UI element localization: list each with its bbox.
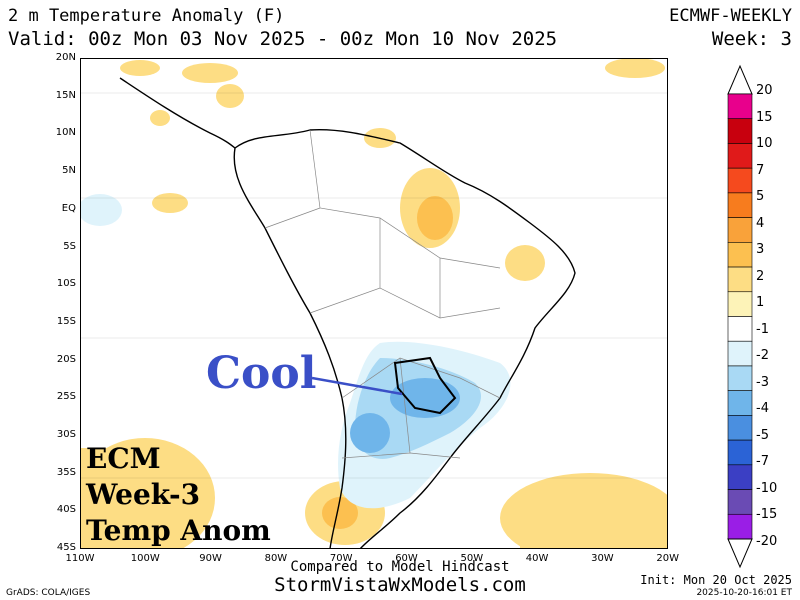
lon-label: 80W [264, 553, 288, 564]
colorbar-swatch [727, 291, 753, 317]
colorbar-label: 20 [756, 83, 773, 98]
site-name: StormVistaWxModels.com [274, 574, 526, 596]
colorbar-swatch [727, 266, 753, 293]
init-time: Init: Mon 20 Oct 2025 [640, 573, 792, 587]
colorbar-swatch [727, 489, 753, 515]
colorbar-swatch [727, 340, 753, 367]
lat-label: EQ [61, 202, 76, 214]
lon-label: 90W [199, 553, 222, 564]
colorbar-swatch [727, 316, 753, 342]
colorbar-label: -2 [756, 348, 769, 363]
grads-credit: GrADS: COLA/IGES [6, 588, 91, 598]
colorbar-label: 7 [756, 162, 765, 178]
colorbar-label: 15 [756, 109, 773, 125]
colorbar-label: 1 [756, 295, 765, 310]
colorbar-swatch [727, 242, 753, 268]
colorbar-swatch [727, 464, 753, 490]
overlay-line-2: Week-3 [86, 478, 201, 511]
grid-lines [80, 92, 668, 479]
lon-label: 20W [656, 553, 679, 564]
lon-label: 50W [460, 553, 484, 564]
colorbar-label: 10 [756, 136, 773, 151]
lat-label: 45S [56, 542, 76, 554]
lon-label: 70W [329, 553, 353, 564]
colorbar-swatch [727, 118, 753, 144]
overlay-line-3: Temp Anom [86, 514, 271, 547]
lat-label: 25S [56, 391, 76, 403]
lat-label: 15S [56, 315, 76, 327]
coastline [119, 77, 576, 549]
colorbar-swatch [727, 93, 753, 120]
colorbar-label: -3 [756, 374, 769, 390]
lat-label: 35S [56, 466, 76, 478]
lat-label: 10S [56, 278, 76, 290]
colorbar-swatch [727, 365, 753, 391]
lat-label: 5N [62, 165, 76, 177]
colorbar-swatch [727, 439, 753, 466]
colorbar-label: -4 [756, 401, 769, 416]
lat-label: 30S [56, 429, 76, 440]
colorbar-swatch [727, 167, 753, 194]
colorbar-swatch [727, 143, 753, 169]
cool-callout-label: Cool [206, 348, 317, 399]
temperature-anomaly-map [80, 58, 668, 549]
lat-label: 15N [55, 89, 76, 101]
warm-anomaly-areas [80, 58, 668, 549]
colorbar-label: -20 [756, 533, 778, 549]
lat-label: 10N [55, 127, 76, 139]
lat-label: 40S [56, 504, 76, 516]
cool-callout-arrow [311, 376, 403, 396]
valid-period: Valid: 00z Mon 03 Nov 2025 - 00z Mon 10 … [8, 28, 558, 50]
paraguay-outline [393, 356, 457, 415]
model-name: ECMWF-WEEKLY [669, 6, 792, 26]
colorbar-label: 5 [756, 189, 765, 204]
colorbar-swatch [727, 415, 753, 441]
lon-label: 100W [130, 553, 160, 564]
colorbar-top-arrow [727, 64, 753, 95]
colorbar-label: -7 [756, 454, 769, 469]
colorbar-swatch [727, 217, 753, 243]
colorbar-bottom-arrow [727, 538, 753, 569]
colorbar-label: 3 [756, 242, 765, 257]
lon-label: 40W [525, 553, 549, 564]
lat-label: 20N [55, 52, 76, 63]
lon-label: 30W [591, 553, 614, 564]
overlay-line-1: ECM [86, 442, 161, 475]
colorbar-swatch [727, 192, 753, 218]
lat-label: 5S [63, 240, 76, 252]
colorbar-label: -1 [756, 321, 769, 337]
color-legend [727, 64, 753, 569]
colorbar-swatch [727, 390, 753, 416]
week-label: Week: 3 [711, 28, 792, 50]
timestamp: 2025-10-20-16:01 ET [696, 588, 792, 598]
colorbar-label: -15 [756, 507, 778, 522]
lat-label: 20S [56, 353, 76, 365]
colorbar-label: -5 [756, 427, 769, 443]
map-title: 2 m Temperature Anomaly (F) [8, 6, 285, 26]
lon-label: 110W [65, 553, 95, 564]
borders [264, 129, 501, 459]
colorbar-swatch [727, 513, 753, 540]
hindcast-note: Compared to Model Hindcast [290, 559, 510, 575]
colorbar-label: 4 [756, 215, 765, 231]
colorbar-label: 2 [756, 268, 765, 284]
colorbar-label: -10 [756, 480, 778, 496]
lon-label: 60W [395, 553, 418, 564]
